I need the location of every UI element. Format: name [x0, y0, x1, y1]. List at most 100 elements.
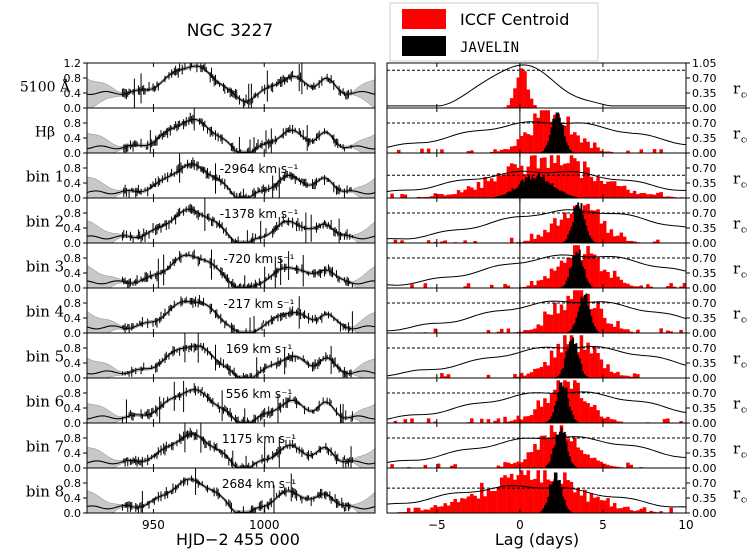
iccf-bar	[609, 181, 614, 198]
velocity-label: -217 km s⁻¹	[224, 297, 295, 311]
iccf-bar	[579, 178, 584, 198]
javelin-bar	[588, 235, 591, 243]
javelin-bar	[511, 188, 514, 198]
javelin-bar	[557, 434, 560, 468]
javelin-bar	[513, 189, 516, 198]
iccf-bar	[652, 194, 657, 198]
iccf-bar	[396, 149, 401, 153]
iccf-bar	[539, 406, 544, 423]
iccf-bar	[436, 506, 441, 513]
javelin-bar	[578, 249, 581, 288]
rcc-tick-label: 0.70	[692, 342, 717, 355]
legend-label-javelin: JAVELIN	[460, 40, 519, 56]
iccf-bar	[440, 194, 444, 198]
iccf-bar	[473, 240, 477, 243]
iccf-bar	[573, 492, 577, 513]
iccf-bar	[440, 373, 444, 378]
iccf-bar	[559, 260, 564, 288]
iccf-bar	[516, 461, 521, 468]
javelin-bar	[558, 479, 561, 513]
iccf-bar	[569, 481, 574, 513]
javelin-bar	[560, 487, 563, 513]
iccf-bar	[606, 181, 610, 198]
iccf-bar	[629, 464, 634, 468]
y-tick-label: 0.4	[64, 132, 82, 145]
iccf-bar	[589, 458, 594, 468]
javelin-bar	[582, 371, 585, 378]
iccf-bar	[616, 371, 620, 378]
javelin-bar	[540, 151, 543, 153]
iccf-bar	[639, 508, 644, 513]
iccf-bar	[476, 498, 481, 513]
iccf-bar	[406, 507, 411, 513]
rcc-tick-label: 0.00	[692, 102, 717, 115]
rcc-tick-label: 0.00	[692, 372, 717, 385]
javelin-bar	[578, 208, 581, 243]
iccf-bar	[556, 155, 560, 198]
iccf-bar	[529, 451, 534, 468]
y-tick-label: 0.4	[64, 402, 82, 415]
iccf-bar	[499, 477, 504, 513]
javelin-bar	[543, 505, 546, 513]
iccf-bar	[586, 342, 590, 378]
javelin-bar	[595, 329, 598, 333]
iccf-bar	[586, 203, 590, 243]
iccf-bar	[516, 376, 521, 378]
left-panel-frame	[86, 62, 376, 109]
iccf-bar	[536, 470, 541, 513]
velocity-label: -2964 km s⁻¹	[220, 162, 299, 176]
javelin-bar	[550, 127, 553, 153]
rcc-tick-label: 0.70	[692, 162, 717, 175]
iccf-bar	[516, 139, 521, 153]
rcc-tick-label: 0.70	[692, 72, 717, 85]
javelin-bar	[570, 226, 573, 243]
iccf-bar	[556, 313, 560, 333]
javelin-bar	[573, 419, 576, 423]
javelin-bar	[569, 195, 572, 198]
iccf-bar	[543, 361, 547, 378]
iccf-bar	[536, 280, 541, 288]
iccf-bar	[506, 285, 511, 288]
iccf-bar	[652, 511, 657, 513]
iccf-bar	[393, 420, 398, 423]
javelin-bar	[557, 375, 560, 378]
iccf-bar	[453, 499, 457, 513]
rcc-axis-sub: cc	[741, 271, 747, 281]
iccf-bar	[536, 117, 541, 153]
iccf-bar	[526, 330, 531, 333]
javelin-bar	[572, 463, 575, 468]
iccf-bar	[626, 329, 630, 333]
iccf-bar	[549, 425, 554, 468]
iccf-bar	[606, 464, 610, 468]
x-tick-label: 0	[516, 518, 524, 532]
iccf-bar	[606, 271, 610, 288]
iccf-bar	[496, 151, 501, 153]
iccf-bar	[592, 404, 597, 423]
javelin-bar	[548, 135, 551, 153]
iccf-bar	[499, 175, 504, 198]
iccf-bar	[506, 477, 511, 513]
iccf-bar	[656, 239, 660, 243]
iccf-bar	[592, 346, 597, 378]
iccf-bar	[533, 285, 537, 288]
y-tick-label: 0.0	[64, 102, 82, 115]
rcc-tick-label: 0.00	[692, 237, 717, 250]
iccf-bar	[563, 163, 567, 198]
iccf-bar	[616, 421, 620, 423]
iccf-bar	[423, 509, 428, 513]
iccf-bar	[509, 473, 514, 513]
iccf-bar	[536, 449, 541, 468]
iccf-bar	[569, 299, 574, 333]
iccf-bar	[450, 465, 454, 468]
iccf-bar	[579, 450, 584, 468]
javelin-bar	[560, 382, 563, 423]
iccf-bar	[506, 328, 511, 333]
javelin-bar	[566, 194, 569, 198]
iccf-bar	[626, 241, 630, 243]
javelin-bar	[578, 358, 581, 378]
javelin-bar	[547, 141, 550, 153]
javelin-bar	[538, 172, 541, 198]
iccf-bar	[626, 462, 630, 468]
iccf-bar	[496, 487, 501, 513]
iccf-bar	[486, 489, 491, 513]
